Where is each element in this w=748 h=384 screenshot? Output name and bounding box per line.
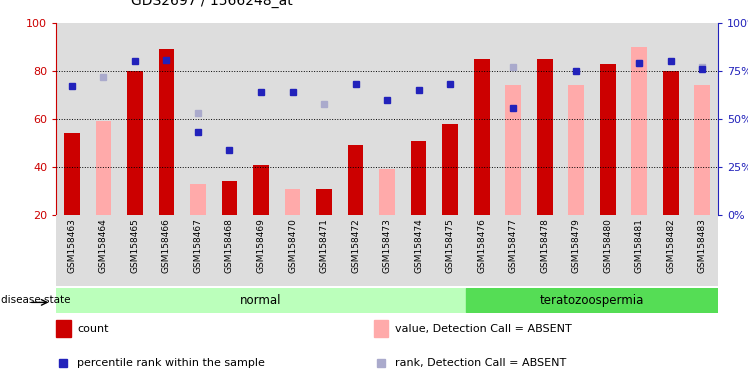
Bar — [214, 215, 245, 286]
Bar — [568, 86, 584, 215]
Bar — [308, 215, 340, 286]
Text: count: count — [77, 324, 108, 334]
Bar — [159, 50, 174, 215]
Bar — [88, 215, 119, 286]
Text: disease state: disease state — [1, 295, 70, 306]
Text: GSM158482: GSM158482 — [666, 218, 675, 273]
Bar — [497, 215, 529, 286]
Bar — [624, 23, 655, 215]
Text: GSM158478: GSM158478 — [540, 218, 549, 273]
Bar — [497, 23, 529, 215]
Bar — [348, 146, 364, 215]
Text: GSM158479: GSM158479 — [571, 218, 580, 273]
Text: GSM158463: GSM158463 — [67, 218, 76, 273]
Text: GSM158471: GSM158471 — [319, 218, 328, 273]
Text: GSM158468: GSM158468 — [225, 218, 234, 273]
Bar — [687, 23, 718, 215]
Text: GSM158472: GSM158472 — [351, 218, 360, 273]
Bar — [374, 320, 388, 337]
Bar — [183, 215, 214, 286]
Bar — [411, 141, 426, 215]
Bar — [600, 64, 616, 215]
Text: GSM158470: GSM158470 — [288, 218, 297, 273]
Bar — [340, 23, 371, 215]
Bar — [466, 215, 497, 286]
Bar — [694, 86, 710, 215]
Text: normal: normal — [240, 294, 282, 307]
Text: GSM158465: GSM158465 — [130, 218, 139, 273]
Bar — [537, 59, 553, 215]
Text: GSM158480: GSM158480 — [603, 218, 613, 273]
Bar — [245, 23, 277, 215]
Bar — [560, 23, 592, 215]
Text: GSM158467: GSM158467 — [194, 218, 203, 273]
Bar — [285, 189, 301, 215]
Bar — [96, 121, 111, 215]
Bar — [277, 23, 308, 215]
Bar — [150, 215, 183, 286]
Bar — [88, 23, 119, 215]
Bar — [442, 124, 458, 215]
Bar — [64, 134, 80, 215]
Bar — [190, 184, 206, 215]
Bar — [655, 23, 687, 215]
Bar — [56, 23, 88, 215]
Bar — [592, 215, 624, 286]
Text: GSM158483: GSM158483 — [698, 218, 707, 273]
Bar — [379, 169, 395, 215]
Bar — [56, 215, 88, 286]
Text: GSM158473: GSM158473 — [382, 218, 392, 273]
Bar — [127, 71, 143, 215]
Bar — [435, 23, 466, 215]
Bar — [308, 23, 340, 215]
Bar — [150, 23, 183, 215]
Text: percentile rank within the sample: percentile rank within the sample — [77, 358, 265, 368]
Bar — [253, 165, 269, 215]
Bar — [371, 23, 403, 215]
Bar — [466, 288, 718, 313]
Bar — [529, 23, 560, 215]
Bar — [466, 23, 497, 215]
Bar — [221, 182, 237, 215]
Text: GSM158466: GSM158466 — [162, 218, 171, 273]
Text: GSM158474: GSM158474 — [414, 218, 423, 273]
Text: GSM158481: GSM158481 — [635, 218, 644, 273]
Bar — [403, 215, 435, 286]
Text: GSM158469: GSM158469 — [257, 218, 266, 273]
Bar — [316, 189, 332, 215]
Text: teratozoospermia: teratozoospermia — [540, 294, 644, 307]
Bar — [340, 215, 371, 286]
Bar — [663, 71, 678, 215]
Bar — [371, 215, 403, 286]
Bar — [631, 47, 647, 215]
Bar — [624, 215, 655, 286]
Bar — [119, 23, 150, 215]
Text: GSM158477: GSM158477 — [509, 218, 518, 273]
Text: GSM158475: GSM158475 — [446, 218, 455, 273]
Bar — [214, 23, 245, 215]
Bar — [245, 215, 277, 286]
Bar — [277, 215, 308, 286]
Bar — [473, 59, 489, 215]
Bar — [529, 215, 560, 286]
Bar — [560, 215, 592, 286]
Bar — [403, 23, 435, 215]
Text: rank, Detection Call = ABSENT: rank, Detection Call = ABSENT — [395, 358, 566, 368]
Bar — [183, 23, 214, 215]
Text: value, Detection Call = ABSENT: value, Detection Call = ABSENT — [395, 324, 571, 334]
Bar — [687, 215, 718, 286]
Bar — [56, 288, 466, 313]
Bar — [56, 320, 70, 337]
Bar — [592, 23, 624, 215]
Text: GDS2697 / 1566248_at: GDS2697 / 1566248_at — [131, 0, 292, 8]
Text: GSM158476: GSM158476 — [477, 218, 486, 273]
Text: GSM158464: GSM158464 — [99, 218, 108, 273]
Bar — [655, 215, 687, 286]
Bar — [119, 215, 150, 286]
Bar — [435, 215, 466, 286]
Bar — [506, 86, 521, 215]
